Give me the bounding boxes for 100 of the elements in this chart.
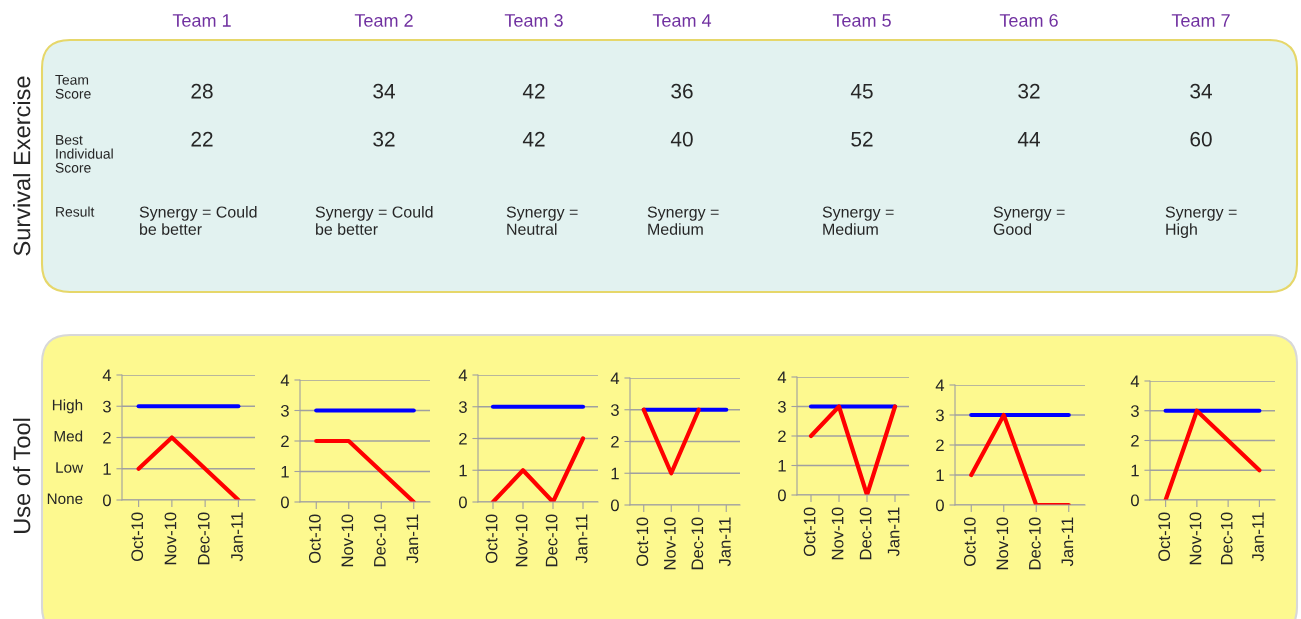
text: Best Individual Score — [55, 135, 113, 173]
x-tick-label: Nov-10 — [341, 514, 354, 567]
y-tick-label: 0 — [610, 499, 619, 512]
y-tick-label: 2 — [936, 439, 944, 452]
data-label: 44 — [1017, 132, 1040, 147]
x-tick-label: Dec-10 — [373, 514, 386, 567]
y-tick-label: 0 — [102, 494, 111, 507]
x-tick-label: Jan-11 — [1061, 517, 1074, 567]
data-label: Synergy = Neutral — [506, 206, 578, 235]
x-tick-label: Dec-10 — [197, 512, 210, 565]
y-tick-label: 0 — [1130, 494, 1139, 507]
y-tick-label: 1 — [611, 467, 619, 480]
x-tick-label: Dec-10 — [1028, 517, 1041, 570]
data-label: 34 — [373, 83, 395, 99]
y-tick-label: 1 — [1131, 464, 1139, 477]
data-label: 32 — [1018, 83, 1040, 99]
y-tick-label: 3 — [280, 404, 289, 417]
text: High — [52, 399, 83, 414]
x-tick-label: Jan-11 — [231, 512, 243, 562]
x-tick-label: Oct-10 — [963, 517, 976, 567]
y-tick-label: 3 — [610, 404, 619, 416]
x-tick-label: Nov-10 — [1189, 512, 1202, 565]
data-label: 52 — [851, 131, 873, 147]
y-tick-label: 4 — [610, 372, 620, 385]
data-label: Synergy = Medium — [647, 206, 719, 235]
x-tick-label: Nov-10 — [164, 512, 177, 565]
data-label: 60 — [1190, 131, 1212, 147]
y-tick-label: 3 — [935, 409, 944, 422]
x-tick-label: Nov-10 — [663, 517, 676, 570]
y-tick-label: 2 — [778, 430, 786, 443]
x-tick-label: Nov-10 — [831, 507, 844, 560]
y-tick-label: 2 — [103, 431, 111, 444]
data-label: 36 — [671, 83, 693, 99]
line-series — [1163, 408, 1262, 500]
y-tick-label: 0 — [280, 496, 289, 509]
x-tick-label: Jan-11 — [406, 514, 419, 564]
x-tick-label: Oct-10 — [308, 514, 321, 564]
y-tick-label: 1 — [103, 463, 111, 475]
category-label: Team 3 — [504, 14, 563, 27]
data-label: Synergy = Medium — [822, 206, 894, 235]
data-label: Synergy = Could be better — [315, 205, 433, 235]
data-label: 22 — [191, 131, 213, 147]
category-label: Team 2 — [354, 14, 413, 27]
category-label: Team 6 — [999, 14, 1058, 27]
x-tick-label: Jan-11 — [719, 517, 731, 567]
x-tick-label: Oct-10 — [485, 514, 498, 564]
category-label: Team 4 — [652, 14, 712, 27]
x-tick-label: Oct-10 — [636, 517, 649, 567]
x-tick-label: Nov-10 — [996, 517, 1009, 570]
text: Result — [56, 206, 95, 217]
category-label: Team 7 — [1171, 14, 1230, 27]
x-tick-label: Dec-10 — [859, 507, 872, 560]
y-tick-label: 4 — [935, 379, 945, 392]
data-label: 34 — [1190, 83, 1212, 99]
y-tick-label: 4 — [458, 369, 468, 382]
x-tick-label: Jan-11 — [575, 514, 588, 564]
x-tick-label: Jan-11 — [1252, 512, 1264, 562]
category-label: Team 1 — [172, 14, 231, 27]
x-tick-label: Oct-10 — [803, 507, 816, 557]
text: Med — [54, 430, 83, 442]
x-tick-label: Oct-10 — [131, 512, 144, 562]
y-tick-label: 1 — [936, 469, 944, 482]
y-tick-label: 1 — [281, 466, 289, 478]
data-label: 42 — [522, 83, 545, 99]
series-label: Team Score — [55, 75, 91, 99]
x-tick-label: Nov-10 — [515, 514, 528, 567]
data-label: Synergy = Could be better — [139, 205, 257, 235]
y-tick-label: 4 — [280, 374, 290, 387]
y-tick-label: 3 — [102, 400, 111, 413]
y-axis-title: Use of Tool — [13, 418, 31, 534]
y-tick-label: 2 — [281, 435, 289, 448]
y-tick-label: 4 — [777, 371, 787, 384]
text: Survival Exercise — [13, 76, 31, 256]
data-label: Synergy = High — [1165, 206, 1237, 239]
y-tick-label: 4 — [102, 369, 112, 382]
category-label: Team 5 — [832, 14, 891, 27]
data-label: 40 — [670, 131, 693, 147]
data-label: 28 — [191, 83, 213, 99]
y-tick-label: 0 — [777, 489, 786, 502]
y-tick-label: 3 — [777, 400, 786, 413]
data-label: 42 — [522, 131, 545, 147]
data-label: 45 — [850, 84, 873, 99]
x-tick-label: Oct-10 — [1158, 512, 1171, 562]
x-tick-label: Jan-11 — [887, 507, 900, 557]
y-tick-label: 2 — [611, 435, 619, 448]
y-tick-label: 3 — [458, 401, 467, 413]
y-tick-label: 1 — [778, 460, 786, 472]
y-tick-label: 4 — [1130, 375, 1140, 388]
text: Low — [56, 462, 84, 473]
x-tick-label: Dec-10 — [1220, 512, 1233, 565]
y-tick-label: 0 — [935, 499, 944, 512]
y-tick-label: 2 — [1131, 434, 1139, 447]
y-tick-label: 0 — [458, 496, 467, 509]
x-tick-label: Dec-10 — [545, 514, 558, 567]
y-tick-label: 2 — [459, 432, 467, 445]
y-tick-label: 1 — [459, 464, 467, 477]
text: None — [47, 493, 83, 505]
data-label: 32 — [373, 131, 395, 147]
data-label: Synergy = Good — [993, 206, 1065, 235]
x-tick-label: Dec-10 — [691, 517, 704, 570]
